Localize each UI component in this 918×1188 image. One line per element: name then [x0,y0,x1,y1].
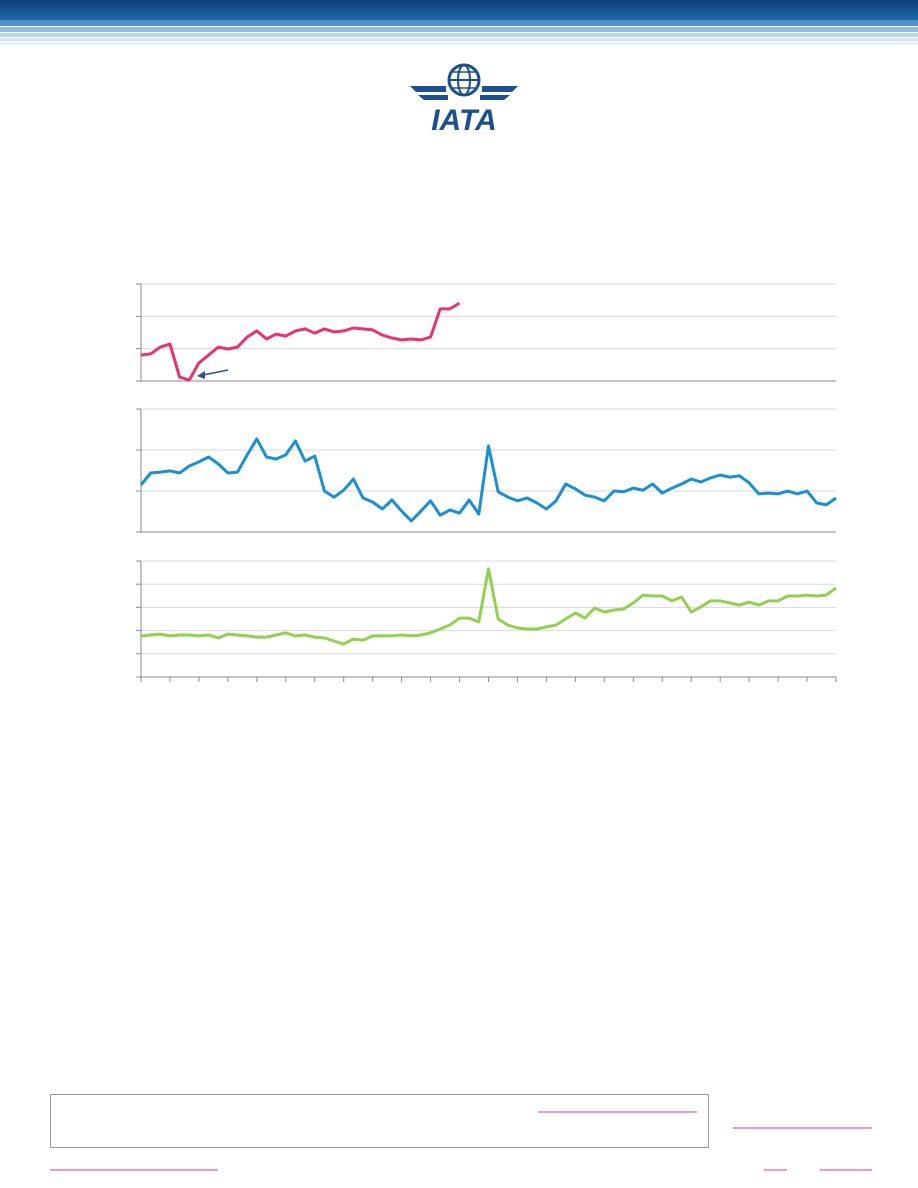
line-series [140,301,461,382]
arrow [197,369,229,379]
footer [50,1094,872,1171]
line-series [140,567,837,646]
logo: IATA [410,63,518,137]
line-series [139,437,837,523]
charts [136,283,837,682]
logo-text: IATA [431,104,497,137]
header-band [0,0,918,45]
